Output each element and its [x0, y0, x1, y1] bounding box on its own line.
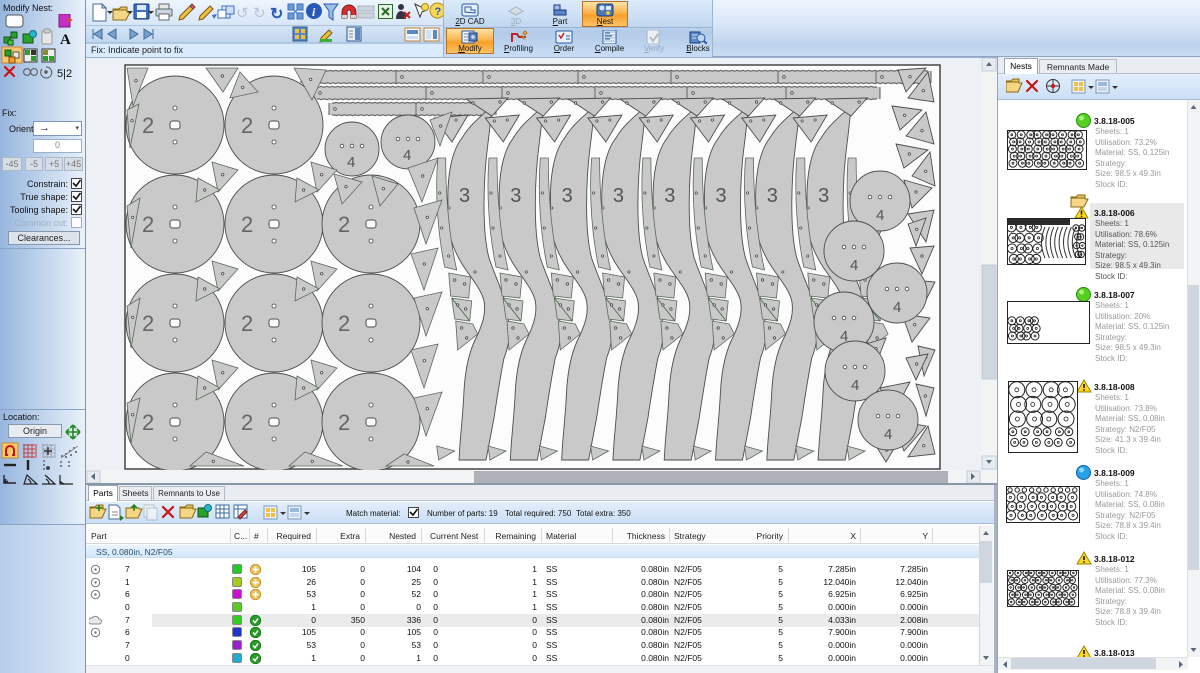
svg-text:2: 2	[338, 212, 350, 237]
svg-text:?: ?	[435, 6, 442, 18]
svg-text:3: 3	[818, 185, 829, 207]
svg-text:2: 2	[142, 212, 154, 237]
svg-text:2: 2	[241, 311, 253, 336]
svg-text:4: 4	[347, 154, 355, 171]
svg-text:3: 3	[562, 185, 573, 207]
svg-text:4: 4	[893, 299, 901, 316]
svg-text:3: 3	[767, 185, 778, 207]
svg-text:2: 2	[241, 113, 253, 138]
svg-text:A: A	[60, 32, 71, 48]
svg-text:2: 2	[338, 311, 350, 336]
svg-text:2: 2	[142, 311, 154, 336]
svg-text:↻: ↻	[253, 5, 266, 22]
svg-text:4: 4	[403, 147, 411, 164]
svg-text:2: 2	[241, 212, 253, 237]
svg-text:↺: ↺	[236, 5, 249, 22]
svg-text:4: 4	[850, 257, 858, 274]
svg-text:i: i	[312, 5, 316, 19]
svg-text:2: 2	[142, 113, 154, 138]
svg-text:3: 3	[510, 185, 521, 207]
svg-text:↻: ↻	[270, 6, 283, 23]
svg-text:2: 2	[142, 410, 154, 435]
svg-text:5|2: 5|2	[57, 68, 72, 80]
svg-text:2: 2	[338, 410, 350, 435]
svg-text:3: 3	[664, 185, 675, 207]
svg-text:4: 4	[851, 377, 859, 394]
svg-text:3: 3	[613, 185, 624, 207]
svg-text:2: 2	[241, 410, 253, 435]
svg-text:3: 3	[716, 185, 727, 207]
svg-text:4: 4	[876, 207, 884, 224]
svg-text:4: 4	[840, 328, 848, 345]
svg-text:3: 3	[459, 185, 470, 207]
svg-text:4: 4	[884, 426, 892, 443]
